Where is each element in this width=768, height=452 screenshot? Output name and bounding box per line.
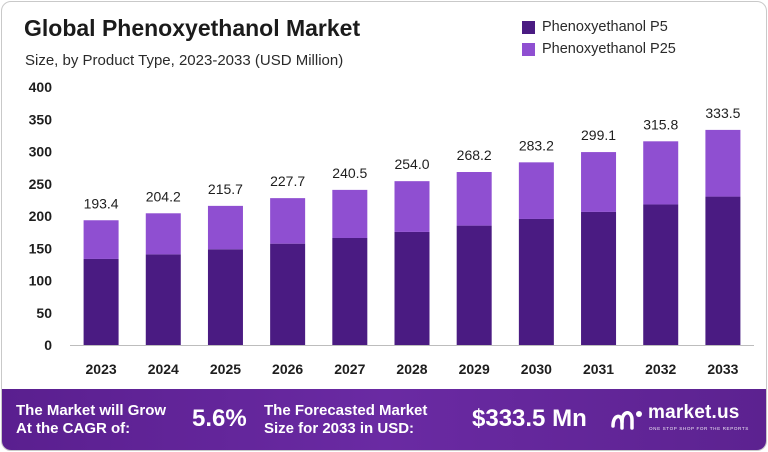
summary-banner: The Market will Grow At the CAGR of: 5.6… <box>2 389 766 450</box>
bar-segment-p5 <box>332 237 368 345</box>
cagr-label: The Market will Grow At the CAGR of: <box>16 402 166 438</box>
bar-segment-p25 <box>705 129 741 197</box>
bar-total-label: 299.1 <box>581 127 616 143</box>
bar-total-label: 333.5 <box>705 105 740 121</box>
x-tick-label: 2030 <box>521 361 552 377</box>
bar-segment-p25 <box>394 181 430 232</box>
bar-total-label: 254.0 <box>394 156 429 172</box>
y-tick-label: 150 <box>29 240 53 256</box>
bar-segment-p25 <box>518 162 554 219</box>
bar-segment-p25 <box>207 205 243 250</box>
x-tick-label: 2023 <box>86 361 117 377</box>
x-tick-label: 2026 <box>272 361 303 377</box>
legend-swatch-p25 <box>522 42 535 56</box>
chart-legend: Phenoxyethanol P5 Phenoxyethanol P25 <box>522 16 676 60</box>
bar-total-label: 227.7 <box>270 173 305 189</box>
bar-segment-p25 <box>145 213 181 255</box>
bar-segment-p5 <box>456 225 492 345</box>
forecast-value: $333.5 Mn <box>472 405 587 432</box>
bar-total-label: 193.4 <box>84 195 119 211</box>
bar-segment-p25 <box>456 172 492 226</box>
bar-segment-p5 <box>643 204 679 345</box>
bar-segment-p5 <box>581 211 617 345</box>
bar-segment-p5 <box>207 249 243 345</box>
legend-item-p5: Phenoxyethanol P5 <box>522 16 676 38</box>
x-tick-label: 2028 <box>396 361 427 377</box>
chart-subtitle: Size, by Product Type, 2023-2033 (USD Mi… <box>25 52 344 69</box>
bar-total-label: 204.2 <box>146 188 181 204</box>
bar-segment-p5 <box>83 258 119 345</box>
bar-segment-p5 <box>394 231 430 345</box>
bar-segment-p5 <box>270 243 306 345</box>
forecast-label-line2: Size for 2033 in USD: <box>264 420 415 437</box>
legend-label-p25: Phenoxyethanol P25 <box>542 41 676 57</box>
y-tick-label: 250 <box>29 176 53 192</box>
y-tick-label: 400 <box>29 79 53 95</box>
bar-segment-p25 <box>270 198 306 244</box>
bar-total-label: 283.2 <box>519 137 554 153</box>
x-tick-label: 2027 <box>334 361 365 377</box>
cagr-label-line1: The Market will Grow <box>16 402 167 419</box>
y-tick-label: 350 <box>29 111 53 127</box>
bar-segment-p5 <box>518 218 554 345</box>
bar-total-label: 240.5 <box>332 165 367 181</box>
y-tick-label: 50 <box>36 305 52 321</box>
legend-label-p5: Phenoxyethanol P5 <box>542 19 668 35</box>
legend-item-p25: Phenoxyethanol P25 <box>522 38 676 60</box>
x-tick-label: 2032 <box>645 361 676 377</box>
x-tick-label: 2031 <box>583 361 614 377</box>
x-tick-label: 2025 <box>210 361 241 377</box>
bar-segment-p25 <box>581 152 617 212</box>
market-us-logo-icon <box>611 411 642 430</box>
bar-segment-p25 <box>83 220 119 259</box>
x-tick-label: 2024 <box>148 361 179 377</box>
bar-total-label: 215.7 <box>208 181 243 197</box>
bar-total-label: 315.8 <box>643 116 678 132</box>
bar-segment-p25 <box>643 141 679 205</box>
bar-segment-p5 <box>145 254 181 345</box>
bar-chart: 0 50 100 150 200 250 300 350 400 193.4 2023 204.2 20… <box>29 79 754 377</box>
y-tick-label: 100 <box>29 273 53 289</box>
cagr-value: 5.6% <box>192 405 247 432</box>
legend-swatch-p5 <box>522 20 535 34</box>
brand-tagline: ONE STOP SHOP FOR THE REPORTS <box>649 426 749 431</box>
bar-total-label: 268.2 <box>457 147 492 163</box>
bar-segment-p5 <box>705 196 741 345</box>
x-tick-label: 2029 <box>459 361 490 377</box>
chart-title: Global Phenoxyethanol Market <box>24 15 361 41</box>
x-tick-label: 2033 <box>707 361 738 377</box>
bar-segment-p25 <box>332 189 368 238</box>
y-tick-label: 300 <box>29 144 53 160</box>
cagr-label-line2: At the CAGR of: <box>16 420 131 437</box>
forecast-label-line1: The Forecasted Market <box>264 402 428 419</box>
brand-name: market.us <box>648 402 740 423</box>
y-tick-label: 200 <box>29 208 53 224</box>
y-tick-label: 0 <box>44 337 52 353</box>
forecast-label: The Forecasted Market Size for 2033 in U… <box>264 402 427 438</box>
